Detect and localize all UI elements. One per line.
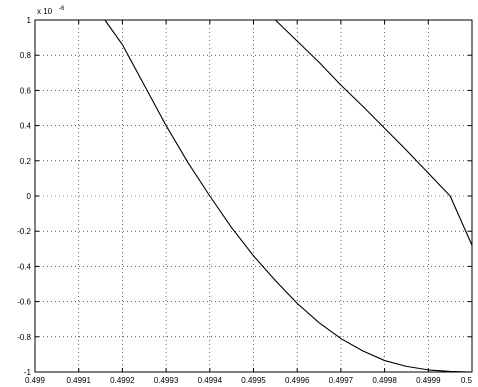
y-tick-label: 0.8 xyxy=(20,51,32,60)
tick-labels: 0.499 0.4991 0.4992 0.4993 0.4994 0.4995 0.499… xyxy=(17,16,472,385)
y-tick-label: 0 xyxy=(27,192,32,201)
y-tick-label: 1 xyxy=(27,16,32,25)
x-tick-label: 0.4991 xyxy=(66,376,91,385)
x-tick-label: 0.5 xyxy=(461,376,473,385)
y-tick-label: -0.8 xyxy=(17,333,31,342)
series-lines xyxy=(104,19,473,373)
axis-ticks xyxy=(34,19,473,373)
y-tick-label: 0.4 xyxy=(20,122,32,131)
y-tick-label: -1 xyxy=(24,368,32,377)
series-line-2 xyxy=(274,19,473,246)
x-tick-label: 0.4995 xyxy=(241,376,266,385)
y-tick-label: -0.2 xyxy=(17,227,31,236)
x-tick-label: 0.4997 xyxy=(329,376,354,385)
x-tick-label: 0.4999 xyxy=(416,376,441,385)
y-exponent-power: -6 xyxy=(59,6,65,12)
x-tick-label: 0.4994 xyxy=(198,376,223,385)
x-tick-label: 0.4993 xyxy=(154,376,179,385)
x-tick-label: 0.4996 xyxy=(285,376,310,385)
x-tick-label: 0.4998 xyxy=(372,376,397,385)
y-tick-label: -0.6 xyxy=(17,298,31,307)
x-tick-label: 0.499 xyxy=(25,376,46,385)
y-tick-label: -0.4 xyxy=(17,262,31,271)
x-tick-label: 0.4992 xyxy=(110,376,135,385)
y-exponent-base: x 10 xyxy=(37,7,53,16)
series-line-1 xyxy=(104,19,473,373)
y-tick-label: 0.2 xyxy=(20,157,32,166)
grid-lines xyxy=(35,20,472,372)
y-tick-label: 0.6 xyxy=(20,86,32,95)
